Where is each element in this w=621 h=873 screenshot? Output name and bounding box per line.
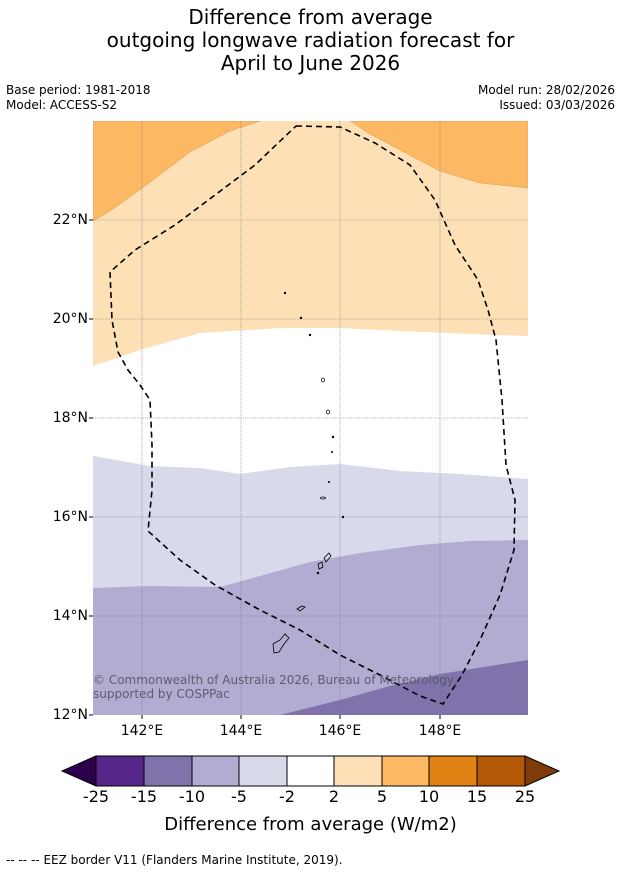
lat-label-14: 14°N <box>52 608 88 624</box>
colorbar-bin-3 <box>191 755 240 787</box>
title-line-1: Difference from average <box>188 5 433 29</box>
lon-label-148: 148°E <box>418 723 462 739</box>
zone-pos-5-10-left <box>93 121 261 222</box>
colorbar-label: 25 <box>514 787 536 806</box>
colorbar-bin-5 <box>286 755 335 787</box>
colorbar-bin-4 <box>238 755 288 787</box>
colorbar-label: -2 <box>279 787 295 806</box>
meta-left: Base period: 1981-2018 Model: ACCESS-S2 <box>6 83 151 113</box>
island-rota <box>296 605 306 612</box>
island-guam <box>272 633 290 654</box>
lat-label-16: 16°N <box>52 509 88 525</box>
colorbar-label: 10 <box>418 787 440 806</box>
islands <box>272 291 345 654</box>
model-name: Model: ACCESS-S2 <box>6 98 118 112</box>
colorbar-bin-2 <box>143 755 193 787</box>
colorbar-extend-high <box>524 755 561 787</box>
lat-label-22: 22°N <box>52 212 88 228</box>
lon-label-146: 146°E <box>318 723 362 739</box>
model-run: Model run: 28/02/2026 <box>477 83 615 97</box>
map-title: Difference from average outgoing longwav… <box>0 6 621 75</box>
island-dot-3 <box>308 333 312 337</box>
zone-neg-5-10 <box>93 540 528 715</box>
colorbar <box>60 755 561 787</box>
eez-legend-text: EEZ border V11 (Flanders Marine Institut… <box>43 853 343 867</box>
island-tinian <box>317 561 324 570</box>
eez-border <box>109 125 516 705</box>
eez-legend: -- -- -- EEZ border V11 (Flanders Marine… <box>6 853 343 867</box>
colorbar-bin-1 <box>95 755 145 787</box>
colorbar-bin-7 <box>381 755 430 787</box>
island-dot-4 <box>331 435 335 439</box>
zone-pos-5-10-right <box>349 121 528 189</box>
colorbar-label: 5 <box>376 787 388 806</box>
lon-label-142: 142°E <box>120 723 164 739</box>
island-anatahan <box>320 496 326 500</box>
map-area <box>93 121 528 715</box>
title-line-3: April to June 2026 <box>220 51 401 75</box>
island-dot-6 <box>327 480 330 483</box>
colorbar-label: 2 <box>328 787 340 806</box>
base-period: Base period: 1981-2018 <box>6 83 151 97</box>
zone-pos-2-5 <box>93 121 528 366</box>
island-dot-5 <box>330 450 333 453</box>
title-line-2: outgoing longwave radiation forecast for <box>106 28 515 52</box>
axis-ticks <box>89 219 441 719</box>
colorbar-title: Difference from average (W/m2) <box>164 814 457 835</box>
colorbar-label: 15 <box>466 787 488 806</box>
island-dot-1 <box>283 291 287 295</box>
colorbar-label: -25 <box>82 787 110 806</box>
lat-label-12: 12°N <box>52 707 88 723</box>
eez-legend-marker: -- -- -- <box>6 853 40 867</box>
copyright-notice: © Commonwealth of Australia 2026, Bureau… <box>93 673 458 701</box>
colorbar-label: -15 <box>130 787 158 806</box>
issued-date: Issued: 03/03/2026 <box>499 98 615 112</box>
island-pagan <box>326 409 330 415</box>
colorbar-extend-low <box>60 755 97 787</box>
colorbar-label: -5 <box>231 787 247 806</box>
colorbar-label: -10 <box>178 787 206 806</box>
lon-label-144: 144°E <box>219 723 263 739</box>
island-agrihan <box>321 377 325 383</box>
colorbar-bin-6 <box>333 755 383 787</box>
colorbar-bin-9 <box>476 755 526 787</box>
island-saipan <box>323 552 332 563</box>
lat-label-18: 18°N <box>52 410 88 426</box>
lat-label-20: 20°N <box>52 311 88 327</box>
island-dot-8 <box>316 571 320 575</box>
gridlines <box>93 121 528 715</box>
meta-right: Model run: 28/02/2026 Issued: 03/03/2026 <box>478 83 615 113</box>
island-dot-2 <box>299 316 303 320</box>
island-dot-7 <box>341 515 345 519</box>
colorbar-bin-8 <box>428 755 478 787</box>
